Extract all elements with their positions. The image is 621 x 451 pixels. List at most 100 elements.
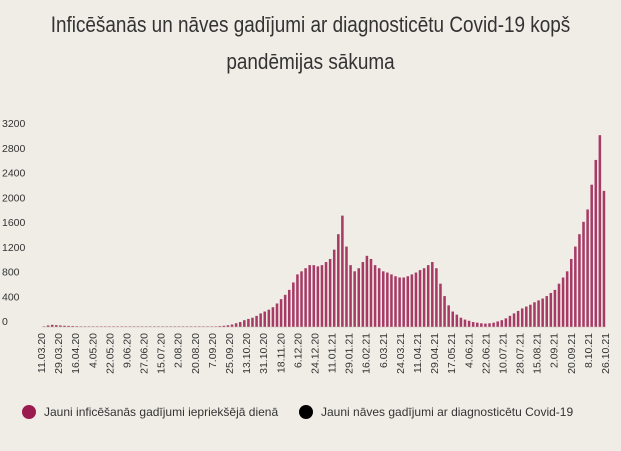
cases-bar[interactable] [586,209,589,327]
cases-bar[interactable] [549,292,553,327]
cases-bar[interactable] [234,323,238,327]
cases-bar[interactable] [287,289,291,328]
cases-bar[interactable] [390,274,393,327]
cases-bar[interactable] [386,272,389,327]
cases-bar[interactable] [349,265,352,328]
cases-bar[interactable] [304,268,307,327]
cases-bar[interactable] [525,306,528,327]
cases-bar[interactable] [598,135,602,327]
cases-bar[interactable] [455,314,459,328]
cases-bar[interactable] [439,283,442,327]
cases-bar[interactable] [574,246,577,327]
cases-bar[interactable] [500,320,504,327]
cases-bar[interactable] [271,307,275,327]
cases-bar[interactable] [279,299,283,327]
cases-bar[interactable] [381,271,385,327]
cases-bar[interactable] [255,315,258,327]
cases-bar[interactable] [398,277,401,328]
cases-bar[interactable] [75,326,78,327]
cases-bar[interactable] [533,302,536,327]
cases-bar[interactable] [488,323,491,327]
cases-bar[interactable] [471,322,475,327]
cases-bar[interactable] [484,323,487,327]
cases-bar[interactable] [561,277,565,328]
cases-bar[interactable] [504,318,508,327]
cases-bar[interactable] [247,318,250,327]
cases-bar[interactable] [226,325,230,327]
cases-bar[interactable] [345,246,348,327]
cases-bar[interactable] [267,309,271,327]
cases-bar[interactable] [545,296,548,327]
cases-bar[interactable] [410,274,414,327]
cases-bar[interactable] [308,265,311,328]
cases-bar[interactable] [480,323,483,327]
cases-bar[interactable] [361,262,365,327]
cases-bar[interactable] [459,317,463,327]
cases-bar[interactable] [463,319,467,327]
cases-bar[interactable] [508,315,512,327]
cases-bar[interactable] [337,234,340,327]
cases-bar[interactable] [238,322,242,327]
cases-bar[interactable] [67,325,70,327]
cases-bar[interactable] [328,258,332,327]
cases-bar[interactable] [296,274,299,327]
cases-bar[interactable] [594,159,598,327]
cases-bar[interactable] [357,268,360,327]
cases-bar[interactable] [222,325,226,327]
cases-bar[interactable] [42,326,46,327]
cases-bar[interactable] [79,326,83,327]
cases-bar[interactable] [578,234,581,327]
cases-bar[interactable] [71,326,74,327]
cases-bar[interactable] [353,271,356,327]
cases-bar[interactable] [553,289,557,328]
cases-bar[interactable] [447,305,450,327]
cases-bar[interactable] [63,325,66,327]
cases-bar[interactable] [243,320,246,327]
cases-bar[interactable] [557,283,561,327]
cases-bar[interactable] [312,265,316,328]
cases-bar[interactable] [365,255,369,327]
cases-bar[interactable] [565,271,569,327]
cases-bar[interactable] [324,262,328,327]
legend-item-cases[interactable]: Jauni inficēšanās gadījumi iepriekšējā d… [22,405,278,419]
cases-bar[interactable] [218,326,222,327]
cases-bar[interactable] [431,262,434,327]
cases-bar[interactable] [50,324,54,327]
cases-bar[interactable] [369,258,373,327]
cases-bar[interactable] [55,325,58,327]
cases-bar[interactable] [406,276,410,327]
cases-bar[interactable] [590,184,593,327]
cases-bar[interactable] [467,320,471,327]
cases-bar[interactable] [451,311,454,327]
cases-bar[interactable] [377,268,381,327]
cases-bar[interactable] [300,271,303,327]
cases-bar[interactable] [230,324,234,327]
cases-bar[interactable] [529,304,532,327]
cases-bar[interactable] [422,268,426,327]
cases-bar[interactable] [426,265,430,328]
cases-bar[interactable] [402,277,405,328]
cases-bar[interactable] [512,313,516,327]
cases-bar[interactable] [316,266,320,327]
cases-bar[interactable] [516,310,520,327]
cases-bar[interactable] [537,300,540,327]
cases-bar[interactable] [320,265,324,328]
cases-bar[interactable] [443,296,446,327]
cases-bar[interactable] [475,322,479,327]
cases-bar[interactable] [263,311,266,327]
cases-bar[interactable] [492,322,495,327]
cases-bar[interactable] [520,308,524,327]
cases-bar[interactable] [83,326,87,327]
cases-bar[interactable] [341,215,344,328]
cases-bar[interactable] [541,298,544,327]
cases-bar[interactable] [214,326,217,327]
cases-bar[interactable] [292,282,295,327]
cases-bar[interactable] [582,221,585,327]
cases-bar[interactable] [373,265,377,328]
cases-bar[interactable] [283,294,287,327]
cases-bar[interactable] [418,270,422,327]
cases-bar[interactable] [275,303,279,327]
cases-bar[interactable] [602,190,606,328]
cases-bar[interactable] [496,321,499,327]
cases-bar[interactable] [251,317,254,327]
